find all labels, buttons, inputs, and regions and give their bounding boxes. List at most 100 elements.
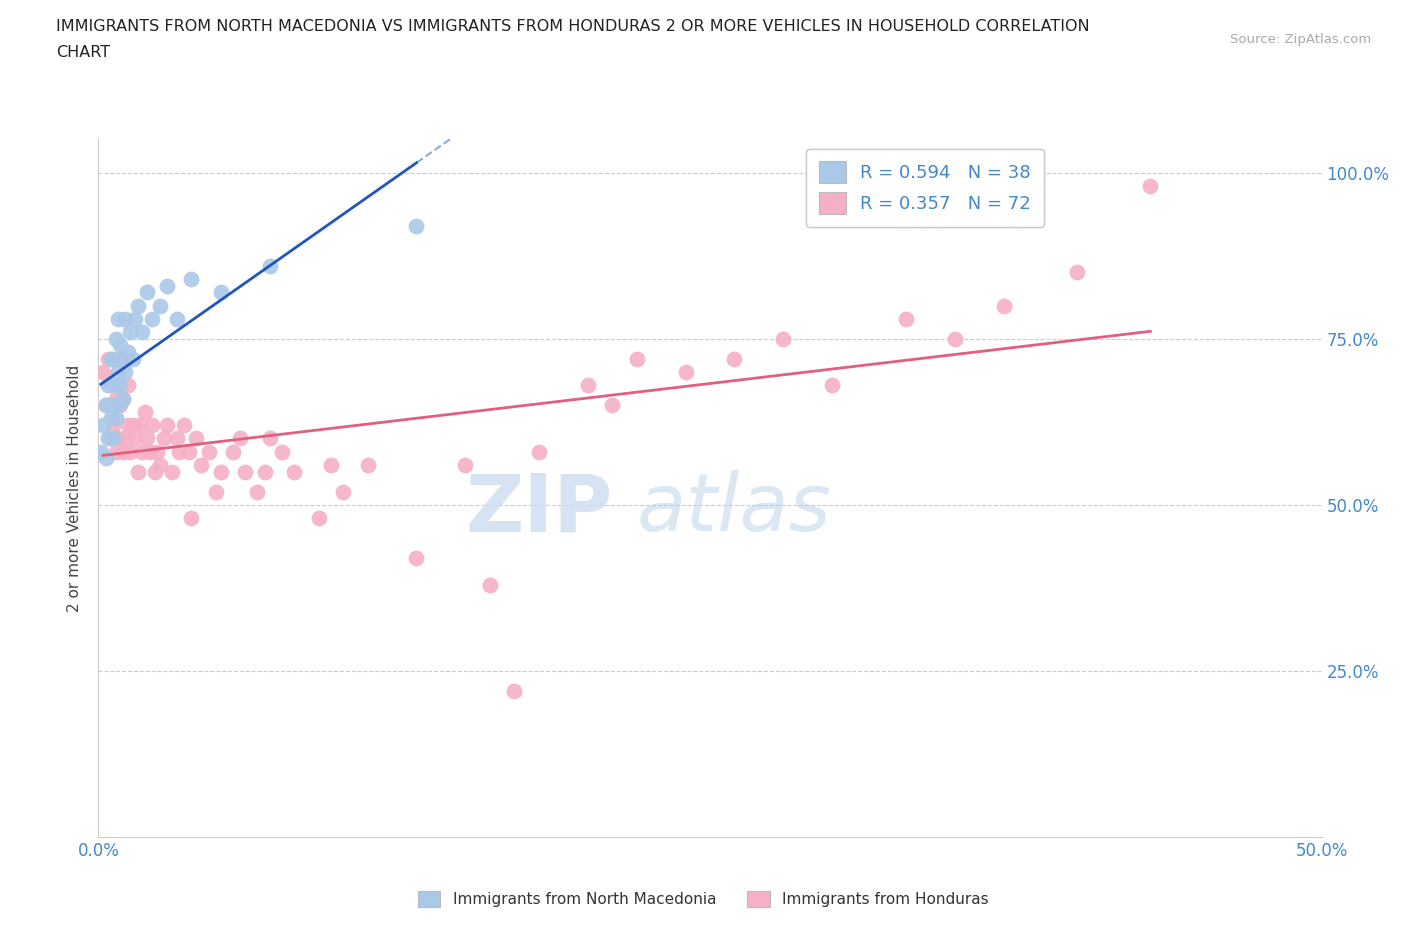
Point bbox=[104, 331, 127, 346]
Point bbox=[101, 398, 124, 413]
Point bbox=[111, 392, 134, 406]
Point bbox=[91, 418, 114, 432]
Point bbox=[131, 445, 153, 459]
Legend: R = 0.594   N = 38, R = 0.357   N = 72: R = 0.594 N = 38, R = 0.357 N = 72 bbox=[806, 149, 1043, 227]
Text: CHART: CHART bbox=[56, 45, 110, 60]
Point bbox=[173, 418, 195, 432]
Point bbox=[129, 418, 152, 432]
Point bbox=[131, 325, 153, 339]
Point bbox=[104, 411, 127, 426]
Point bbox=[222, 445, 245, 459]
Point bbox=[139, 445, 162, 459]
Point bbox=[104, 378, 127, 392]
Point bbox=[723, 352, 745, 366]
Point bbox=[180, 272, 202, 286]
Point bbox=[259, 431, 281, 445]
Point bbox=[101, 352, 124, 366]
Point bbox=[111, 352, 134, 366]
Point bbox=[993, 299, 1015, 313]
Point bbox=[156, 418, 179, 432]
Point bbox=[100, 352, 122, 366]
Point bbox=[107, 378, 129, 392]
Point bbox=[332, 485, 354, 499]
Point bbox=[156, 278, 179, 293]
Point bbox=[600, 398, 623, 413]
Point bbox=[943, 331, 966, 346]
Point bbox=[209, 464, 232, 479]
Point bbox=[110, 338, 132, 352]
Point bbox=[180, 511, 202, 525]
Point bbox=[149, 299, 172, 313]
Point bbox=[527, 445, 550, 459]
Point bbox=[124, 312, 146, 326]
Point bbox=[197, 445, 219, 459]
Point bbox=[110, 352, 132, 366]
Point bbox=[110, 378, 132, 392]
Point bbox=[143, 464, 166, 479]
Point bbox=[136, 285, 159, 299]
Point bbox=[141, 312, 163, 326]
Point bbox=[405, 551, 427, 565]
Point bbox=[90, 445, 112, 459]
Point bbox=[111, 445, 134, 459]
Point bbox=[149, 458, 172, 472]
Text: Source: ZipAtlas.com: Source: ZipAtlas.com bbox=[1230, 33, 1371, 46]
Point bbox=[405, 219, 427, 233]
Point bbox=[626, 352, 648, 366]
Point bbox=[356, 458, 378, 472]
Point bbox=[97, 352, 120, 366]
Point bbox=[134, 405, 156, 419]
Point bbox=[104, 392, 127, 406]
Point bbox=[821, 378, 844, 392]
Point bbox=[308, 511, 330, 525]
Point bbox=[186, 431, 208, 445]
Point bbox=[121, 418, 143, 432]
Point bbox=[120, 325, 142, 339]
Point bbox=[117, 378, 139, 392]
Text: ZIP: ZIP bbox=[465, 471, 612, 548]
Point bbox=[894, 312, 917, 326]
Point bbox=[259, 259, 281, 273]
Point bbox=[117, 345, 139, 360]
Point bbox=[107, 398, 129, 413]
Point bbox=[136, 431, 159, 445]
Point bbox=[114, 312, 136, 326]
Point bbox=[101, 418, 124, 432]
Point bbox=[283, 464, 305, 479]
Point bbox=[91, 365, 114, 379]
Point bbox=[121, 352, 143, 366]
Point bbox=[576, 378, 599, 392]
Legend: Immigrants from North Macedonia, Immigrants from Honduras: Immigrants from North Macedonia, Immigra… bbox=[412, 884, 994, 913]
Point bbox=[160, 464, 183, 479]
Point bbox=[233, 464, 256, 479]
Point bbox=[146, 445, 169, 459]
Point bbox=[100, 378, 122, 392]
Point bbox=[503, 684, 526, 698]
Point bbox=[675, 365, 697, 379]
Point bbox=[107, 312, 129, 326]
Point bbox=[94, 451, 117, 466]
Point bbox=[166, 431, 188, 445]
Point bbox=[114, 431, 136, 445]
Point bbox=[114, 365, 136, 379]
Text: atlas: atlas bbox=[637, 471, 831, 548]
Point bbox=[229, 431, 252, 445]
Point bbox=[1139, 179, 1161, 193]
Point bbox=[100, 431, 122, 445]
Point bbox=[120, 445, 142, 459]
Point bbox=[110, 398, 132, 413]
Point bbox=[177, 445, 200, 459]
Point bbox=[141, 418, 163, 432]
Y-axis label: 2 or more Vehicles in Household: 2 or more Vehicles in Household bbox=[67, 365, 83, 612]
Text: IMMIGRANTS FROM NORTH MACEDONIA VS IMMIGRANTS FROM HONDURAS 2 OR MORE VEHICLES I: IMMIGRANTS FROM NORTH MACEDONIA VS IMMIG… bbox=[56, 19, 1090, 33]
Point bbox=[127, 464, 149, 479]
Point bbox=[167, 445, 190, 459]
Point bbox=[454, 458, 477, 472]
Point bbox=[270, 445, 294, 459]
Point bbox=[104, 445, 127, 459]
Point bbox=[100, 411, 122, 426]
Point bbox=[319, 458, 342, 472]
Point bbox=[127, 299, 149, 313]
Point bbox=[111, 392, 134, 406]
Point bbox=[253, 464, 276, 479]
